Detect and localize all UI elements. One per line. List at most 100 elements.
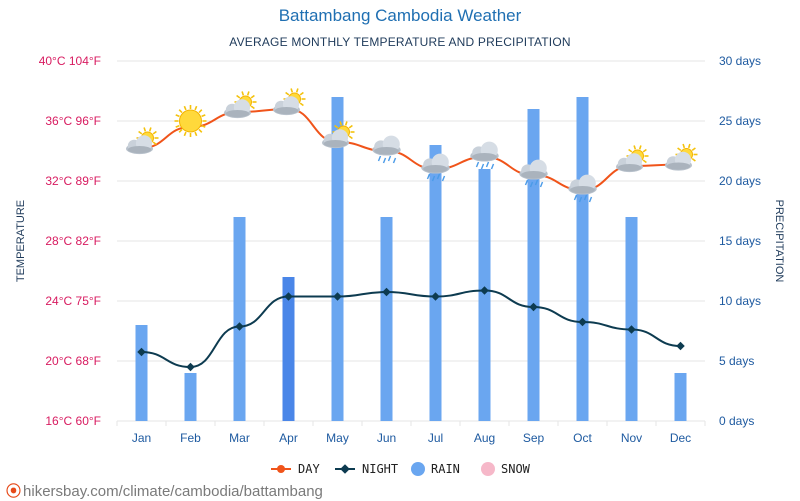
x-tick-label: Dec — [670, 431, 691, 445]
cloud-shape — [665, 151, 692, 171]
sun-ray — [198, 128, 203, 133]
legend: DAY NIGHT RAIN SNOW — [0, 462, 800, 480]
night-point — [235, 322, 244, 331]
rain-cloud-icon — [470, 141, 499, 170]
rain-drop — [534, 179, 539, 186]
sun-ray — [285, 91, 290, 96]
legend-day-label: DAY — [298, 462, 320, 476]
partly-cloudy-icon — [665, 143, 698, 171]
sun-ray — [148, 127, 152, 132]
y-left-axis-title: TEMPERATURE — [15, 200, 27, 282]
rain-bar — [576, 97, 589, 421]
x-tick-label: Oct — [573, 431, 592, 445]
x-tick-label: Mar — [229, 431, 250, 445]
sun-ray — [299, 102, 304, 107]
y-right-tick-label: 5 days — [719, 354, 754, 368]
sun-ray — [290, 88, 294, 93]
sun-ray — [201, 124, 206, 128]
partly-cloudy-icon — [322, 121, 355, 149]
sun-ray — [295, 88, 299, 93]
y-right-tick-label: 10 days — [719, 294, 761, 308]
sun-ray — [299, 91, 304, 96]
rain-bar — [625, 217, 638, 421]
location-pin-icon: ⦿ — [6, 483, 22, 500]
sun-ray — [246, 91, 250, 96]
y-left-tick-label: 16°C 60°F — [45, 414, 101, 428]
sun-ray — [175, 124, 180, 128]
legend-snow-label: SNOW — [501, 462, 530, 476]
sun-ray — [334, 124, 339, 129]
cloud-icon — [372, 135, 401, 164]
partly-cloudy-icon — [224, 91, 257, 119]
x-tick-label: Jun — [377, 431, 396, 445]
rain-drop — [573, 194, 578, 201]
cloud-part — [323, 140, 348, 148]
y-left-tick-label: 36°C 96°F — [45, 114, 101, 128]
sun-ray — [143, 127, 147, 132]
sun-shape — [174, 105, 207, 137]
cloud-shape — [273, 96, 300, 116]
rain-drop — [431, 175, 436, 182]
y-left-tick-label: 32°C 89°F — [45, 174, 101, 188]
rain-drop — [529, 181, 534, 188]
rain-bar — [380, 217, 393, 421]
source-url: hikersbay.com/climate/cambodia/battamban… — [23, 483, 323, 500]
rain-bar — [184, 373, 197, 421]
cloud-part — [570, 186, 595, 194]
sun-ray — [348, 135, 353, 140]
sun-ray — [677, 147, 682, 152]
sun-ray — [183, 131, 187, 137]
rain-drop — [588, 196, 593, 203]
y-right-tick-label: 15 days — [719, 234, 761, 248]
night-point — [627, 325, 636, 334]
rain-drop — [392, 157, 397, 164]
night-point — [333, 292, 342, 301]
night-point — [186, 362, 195, 372]
sun-ray — [178, 109, 183, 114]
rain-drop — [382, 157, 387, 164]
sun-ray — [250, 94, 255, 99]
cloud-shape — [322, 129, 349, 149]
source-watermark[interactable]: ⦿ hikersbay.com/climate/cambodia/battamba… — [6, 480, 323, 501]
cloud-shape — [421, 153, 450, 174]
cloud-part — [374, 147, 399, 155]
x-tick-label: Jul — [428, 431, 443, 445]
cloud-part — [617, 164, 642, 172]
cloud-part — [274, 107, 299, 115]
night-point — [529, 302, 538, 312]
legend-night-symbol — [334, 462, 356, 476]
rain-drop — [480, 163, 485, 170]
sun-icon — [174, 105, 207, 137]
sun-ray — [691, 147, 696, 152]
x-tick-label: Aug — [474, 431, 495, 445]
cloud-shape — [568, 174, 597, 195]
legend-day-symbol — [270, 462, 292, 476]
rain-drop — [436, 173, 441, 180]
y-right-tick-label: 0 days — [719, 414, 754, 428]
sun-ray — [194, 105, 198, 111]
rain-drop — [490, 163, 495, 170]
rain-drop — [426, 173, 431, 180]
legend-item-snow[interactable]: SNOW — [481, 462, 530, 476]
night-point — [431, 292, 440, 301]
legend-night-label: NIGHT — [362, 462, 399, 476]
x-tick-label: May — [326, 431, 349, 445]
sun-ray — [178, 128, 183, 133]
sun-ray — [152, 130, 157, 135]
legend-item-rain[interactable]: RAIN — [411, 462, 460, 476]
legend-item-night[interactable]: NIGHT — [334, 462, 398, 476]
y-left-tick-label: 40°C 104°F — [39, 54, 101, 68]
rain-cloud-icon — [568, 174, 597, 203]
rain-bar — [429, 145, 442, 421]
night-point — [480, 286, 489, 295]
rain-bar — [527, 109, 540, 421]
legend-item-day[interactable]: DAY — [270, 462, 320, 476]
legend-rain-symbol — [411, 462, 425, 476]
night-point — [676, 341, 685, 351]
night-point — [382, 287, 391, 297]
cloud-shape — [372, 135, 401, 156]
sun-ray — [642, 148, 647, 153]
cloud-shape — [470, 141, 499, 162]
cloud-shape — [224, 99, 251, 119]
cloud-part — [521, 171, 546, 179]
